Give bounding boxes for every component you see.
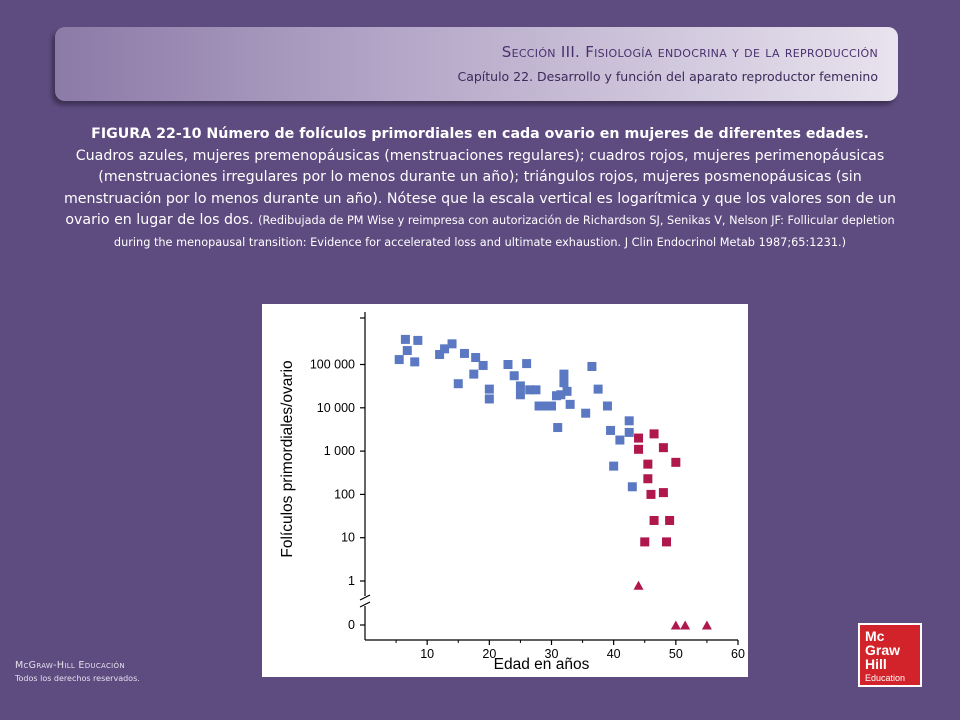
data-point-square (478, 360, 488, 370)
data-point-square (593, 384, 603, 394)
scatter-plot: 0 1 10 100 1 000 10 000 100 000 10 20 30 40 50 60 Eda… (262, 304, 748, 677)
y-tick-label: 10 (341, 531, 355, 545)
data-point-square (556, 390, 566, 400)
data-point-square (503, 360, 513, 369)
data-point-triangle (680, 620, 691, 630)
data-point-square (547, 401, 556, 411)
data-point-square (649, 515, 659, 525)
data-point-square (435, 350, 445, 360)
data-point-square (402, 346, 412, 356)
data-point-square (471, 353, 481, 363)
data-point-square (453, 379, 463, 389)
data-point-square (553, 423, 563, 433)
data-point-triangle (701, 620, 712, 630)
data-point-square (671, 457, 681, 467)
axis-break-mark (359, 601, 371, 608)
x-tick-label: 50 (669, 647, 683, 661)
data-point-square (581, 408, 591, 418)
data-point-square (606, 425, 616, 435)
chart-svg: 0 1 10 100 1 000 10 000 100 000 10 20 30 40 50 60 Eda… (279, 312, 745, 673)
data-point-triangle (633, 580, 644, 590)
y-axis-label: Folículos primordiales/ovario (279, 360, 296, 557)
x-tick-label: 10 (420, 647, 434, 661)
data-point-square (447, 339, 457, 349)
x-tick-label: 20 (482, 647, 496, 661)
data-point-square (627, 482, 637, 492)
caption-lead: FIGURA 22-10 Número de folículos primord… (91, 126, 869, 142)
data-point-square (534, 401, 544, 411)
data-point-triangle (670, 620, 681, 630)
x-axis-label: Edad en años (494, 656, 590, 673)
data-point-square (469, 369, 479, 379)
chapter-subtitle: Capítulo 22. Desarrollo y función del ap… (457, 69, 878, 84)
y-tick-label: 0 (348, 618, 355, 632)
data-point-square (459, 348, 469, 358)
data-point-square (515, 381, 525, 391)
data-point-square (646, 489, 656, 499)
y-tick-label: 100 000 (310, 358, 355, 372)
data-point-square (615, 435, 625, 445)
data-point-square (525, 385, 535, 395)
data-point-square (587, 361, 597, 371)
caption-body: Cuadros azules, mujeres premenopáusicas … (63, 147, 897, 229)
data-point-square (658, 443, 668, 453)
data-point-square (634, 433, 644, 443)
data-point-square (394, 355, 404, 365)
data-point-square (522, 359, 532, 369)
data-point-square (624, 427, 634, 437)
data-point-square (410, 357, 420, 367)
data-point-square (649, 429, 659, 439)
y-tick-label: 1 000 (324, 444, 355, 458)
figure-caption: FIGURA 22-10 Número de folículos primord… (62, 124, 898, 253)
data-point-square (484, 384, 494, 394)
section-banner: Sección III. Fisiología endocrina y de l… (55, 27, 898, 101)
data-point-square (602, 401, 612, 411)
data-point-square (565, 399, 575, 409)
data-point-square (440, 344, 450, 354)
data-point-square (559, 369, 569, 379)
data-point-square (562, 386, 572, 396)
data-point-square (624, 416, 634, 426)
caption-credit: (Redibujada de PM Wise y reimpresa con a… (113, 214, 895, 249)
data-point-square (662, 537, 672, 547)
data-point-square (643, 459, 653, 469)
rights-notice: Todos los derechos reservados. (15, 674, 140, 683)
x-tick-label: 60 (731, 647, 745, 661)
y-tick-label: 100 (334, 487, 355, 501)
x-tick-label: 40 (607, 647, 621, 661)
mcgraw-hill-logo: Mc Graw Hill Education (858, 623, 922, 687)
data-point-square (640, 537, 650, 547)
y-tick-label: 1 (348, 574, 355, 588)
data-point-square (400, 334, 410, 344)
axis-break-mark (359, 594, 371, 601)
y-tick-label: 10 000 (317, 401, 355, 415)
data-point-square (665, 515, 675, 525)
data-point-square (658, 488, 668, 498)
data-point-square (609, 461, 619, 471)
x-tick-label: 30 (545, 647, 559, 661)
data-point-square (643, 474, 653, 484)
data-point-square (540, 401, 550, 411)
data-point-square (515, 390, 525, 400)
data-point-square (413, 335, 423, 345)
data-point-square (634, 444, 644, 454)
section-title: Sección III. Fisiología endocrina y de l… (501, 43, 878, 61)
data-point-square (559, 378, 569, 388)
data-point-square (484, 394, 494, 404)
publisher-name: McGraw-Hill Educación (15, 660, 125, 671)
data-point-square (531, 385, 541, 395)
data-point-square (509, 371, 519, 381)
